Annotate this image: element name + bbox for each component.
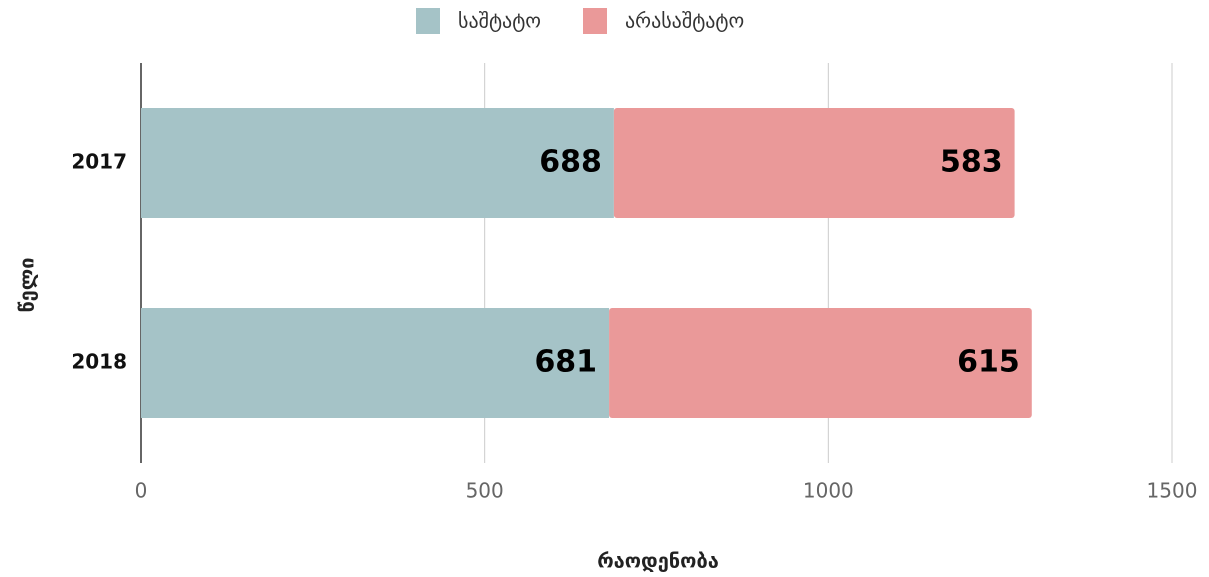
x-tick-label: 1000 xyxy=(803,479,854,503)
bar-segment xyxy=(141,108,614,218)
data-label: 583 xyxy=(940,145,1003,180)
bar-segment xyxy=(613,108,1015,218)
y-tick-label: 2017 xyxy=(71,150,127,174)
bar-segment xyxy=(141,308,610,418)
x-tick-label: 1500 xyxy=(1147,479,1198,503)
legend-swatch xyxy=(416,8,440,34)
y-tick-label: 2018 xyxy=(71,350,127,374)
legend-label: არასაშტატო xyxy=(625,9,744,33)
data-label: 615 xyxy=(957,345,1020,380)
legend-swatch xyxy=(583,8,607,34)
bar-segment xyxy=(609,308,1032,418)
x-tick-label: 500 xyxy=(466,479,504,503)
legend-label: საშტატო xyxy=(458,9,541,33)
x-axis-label: რაოდენობა xyxy=(597,549,719,573)
data-label: 688 xyxy=(539,145,602,180)
data-label: 681 xyxy=(534,345,597,380)
y-axis-label: წელი xyxy=(15,258,39,313)
x-tick-label: 0 xyxy=(135,479,148,503)
